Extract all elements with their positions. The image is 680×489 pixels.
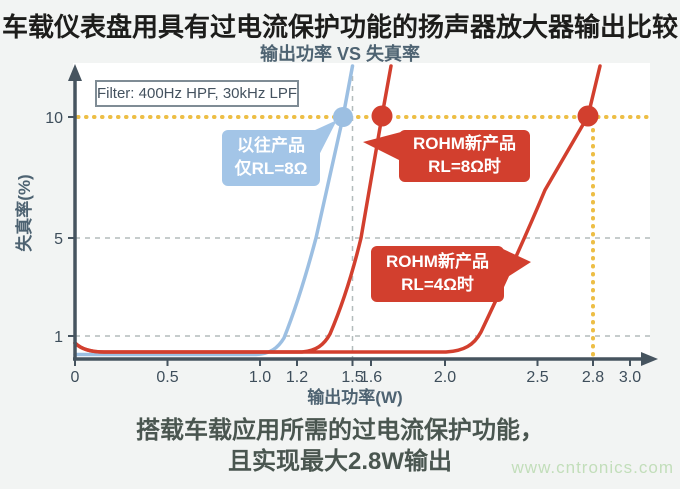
x-tick-0: 0: [71, 369, 80, 386]
y-tick-marks: [68, 116, 74, 337]
marker-rohm-4ohm-clip-point: [577, 105, 599, 127]
x-axis-arrow-icon: [641, 352, 658, 366]
caption-line-1: 搭载车载应用所需的过电流保护功能，: [136, 417, 544, 444]
marker-legacy-clip-point: [333, 107, 353, 127]
caption-line-2: 且实现最大2.8W输出: [227, 448, 452, 475]
x-tick-marks: [74, 359, 631, 366]
callout-legacy-line1: 以往产品: [237, 136, 305, 156]
x-tick-1_2: 1.2: [286, 369, 308, 386]
x-tick-0_5: 0.5: [156, 369, 178, 386]
x-tick-1_6: 1.6: [360, 369, 382, 386]
y-axis-arrow-icon: [68, 64, 82, 81]
x-tick-2_0: 2.0: [434, 369, 456, 386]
callout-rohm-4ohm-line1: ROHM新产品: [386, 252, 489, 272]
bottom-caption: 搭载车载应用所需的过电流保护功能， 且实现最大2.8W输出: [0, 415, 680, 477]
x-tick-3_0: 3.0: [619, 369, 641, 386]
callout-rohm-4ohm: ROHM新产品 RL=4Ω时: [371, 246, 504, 302]
callout-rohm-8ohm: ROHM新产品 RL=8Ω时: [399, 130, 530, 182]
x-tick-1_5: 1.5: [341, 369, 363, 386]
curve-rohm-4ohm: [73, 64, 602, 354]
callout-rohm-8ohm-line1: ROHM新产品: [413, 134, 516, 154]
filter-note-box: Filter: 400Hz HPF, 30kHz LPF: [95, 80, 299, 107]
y-tick-5: 5: [54, 231, 63, 248]
x-axis-title: 输出功率(W): [307, 387, 402, 407]
callout-pointer-rohm-4ohm: [503, 249, 531, 280]
x-tick-2_5: 2.5: [526, 369, 548, 386]
y-axis-title: 失真率(%): [14, 174, 34, 251]
callout-rohm-8ohm-line2: RL=8Ω时: [428, 157, 501, 176]
x-tick-1_0: 1.0: [249, 369, 271, 386]
y-tick-1: 1: [54, 329, 63, 346]
x-tick-2_8: 2.8: [582, 369, 604, 386]
page-title: 车载仪表盘用具有过电流保护功能的扬声器放大器输出比较: [1, 12, 678, 42]
callout-legacy-line2: 仅RL=8Ω: [234, 159, 308, 178]
callout-rohm-4ohm-line2: RL=4Ω时: [401, 275, 474, 294]
plot-area: [73, 63, 650, 359]
marker-rohm-8ohm-clip-point: [371, 105, 393, 127]
y-tick-10: 10: [45, 110, 63, 127]
filter-note-text: Filter: 400Hz HPF, 30kHz LPF: [96, 85, 298, 102]
callout-pointer-rohm-8ohm: [363, 132, 401, 161]
callout-legacy-product: 以往产品 仅RL=8Ω: [222, 130, 320, 186]
watermark-text: www.cntronics.com: [511, 458, 674, 477]
chart-title: 输出功率 VS 失真率: [259, 44, 420, 64]
